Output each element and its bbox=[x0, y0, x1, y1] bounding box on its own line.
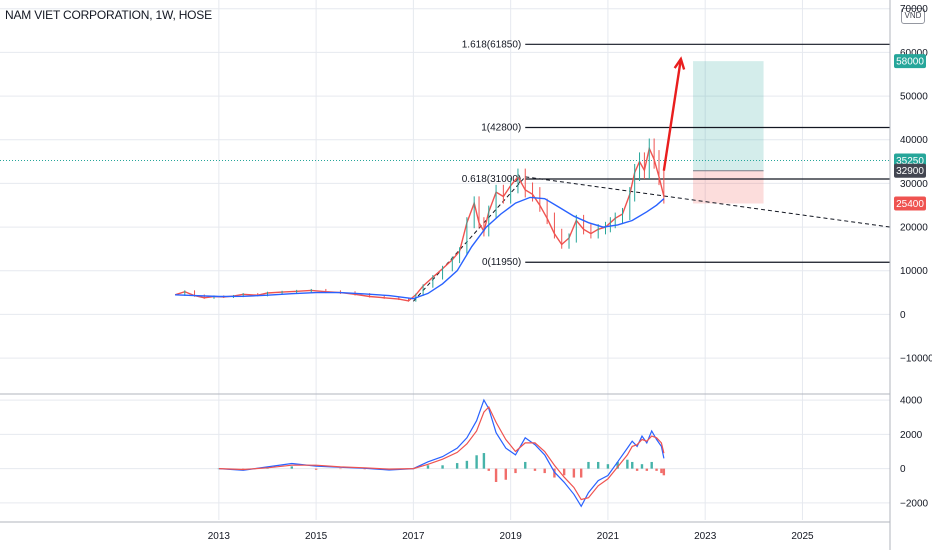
price-axis-label: 60000 bbox=[900, 48, 928, 59]
price-line bbox=[174, 146, 665, 302]
macd-histogram-bar bbox=[504, 468, 507, 480]
price-axis-label: 40000 bbox=[900, 135, 928, 146]
macd-panel bbox=[217, 398, 666, 508]
macd-histogram-bar bbox=[475, 455, 478, 469]
price-axis-label: 0 bbox=[900, 310, 906, 321]
axis-labels: −100000100002000030000400005000060000700… bbox=[208, 4, 932, 542]
macd-histogram-bar bbox=[533, 468, 537, 471]
price-tag-box bbox=[894, 196, 926, 211]
time-axis-label: 2023 bbox=[694, 531, 717, 542]
moving-average-line bbox=[175, 196, 665, 300]
target-zone bbox=[693, 61, 764, 171]
macd-histogram-bar bbox=[660, 468, 663, 474]
macd-line bbox=[218, 398, 665, 508]
macd-histogram-bar bbox=[217, 468, 221, 470]
price-axis-label: 10000 bbox=[900, 266, 928, 277]
macd-histogram-bar bbox=[524, 461, 527, 469]
time-axis-label: 2019 bbox=[500, 531, 523, 542]
macd-histogram-bar bbox=[662, 468, 666, 476]
macd-histogram-bar bbox=[290, 466, 294, 469]
price-tag-label: 25400 bbox=[896, 199, 924, 210]
macd-histogram-bar bbox=[631, 461, 634, 469]
trendline bbox=[413, 176, 526, 302]
macd-histogram-bar bbox=[587, 461, 590, 469]
currency-badge[interactable]: VND bbox=[901, 8, 925, 24]
fib-level-label: 1.618(61850) bbox=[462, 39, 522, 50]
stop-zone bbox=[693, 170, 764, 204]
macd-histogram-bar bbox=[514, 468, 517, 474]
macd-histogram-bar bbox=[650, 461, 653, 469]
macd-histogram-bar bbox=[487, 468, 490, 471]
macd-histogram-bar bbox=[579, 468, 583, 478]
price-axis-label: 70000 bbox=[900, 4, 928, 15]
macd-histogram-bar bbox=[626, 459, 629, 469]
chart-title: NAM VIET CORPORATION, 1W, HOSE bbox=[5, 8, 212, 22]
chart-grid bbox=[0, 0, 890, 520]
time-axis-label: 2025 bbox=[791, 531, 814, 542]
fib-level-label: 0(11950) bbox=[482, 257, 521, 268]
time-axis-label: 2017 bbox=[402, 531, 425, 542]
macd-histogram-bar bbox=[655, 468, 658, 471]
price-tag-label: 32900 bbox=[896, 166, 924, 177]
time-axis-label: 2021 bbox=[597, 531, 620, 542]
macd-histogram-bar bbox=[640, 464, 644, 469]
price-axis-label: −10000 bbox=[900, 354, 932, 365]
panel-frame bbox=[0, 0, 891, 550]
price-tag-box bbox=[894, 163, 926, 178]
price-axis-label: 20000 bbox=[900, 223, 928, 234]
macd-histogram-bar bbox=[645, 468, 649, 471]
trendlines[interactable] bbox=[413, 176, 891, 302]
macd-histogram-bar bbox=[606, 464, 610, 469]
macd-axis-label: 4000 bbox=[900, 396, 923, 407]
price-tag-label: 35250 bbox=[896, 156, 924, 167]
projection-arrow[interactable] bbox=[662, 56, 686, 171]
macd-histogram-bar bbox=[314, 468, 318, 470]
fib-level-label: 1(42800) bbox=[481, 123, 521, 134]
macd-histogram-bar bbox=[553, 468, 556, 478]
macd-histogram-bar bbox=[572, 468, 576, 478]
price-axis-label: 30000 bbox=[900, 179, 928, 190]
macd-axis-label: 2000 bbox=[900, 430, 923, 441]
macd-histogram-bar bbox=[441, 465, 444, 469]
fibonacci-levels[interactable]: 1.618(61850) 1(42800) 0.618(31000) 0(11950) bbox=[0, 39, 890, 268]
macd-histogram-bar bbox=[426, 465, 430, 469]
arrow-shaft bbox=[662, 58, 683, 171]
macd-histogram-bar bbox=[596, 461, 600, 469]
macd-histogram-bar bbox=[616, 461, 619, 469]
macd-histogram-bar bbox=[494, 468, 498, 482]
price-axis-label: 50000 bbox=[900, 92, 928, 103]
position-zones[interactable] bbox=[693, 61, 764, 204]
macd-histogram-bar bbox=[455, 463, 459, 469]
fib-level-label: 0.618(31000) bbox=[462, 174, 522, 185]
signal-line bbox=[218, 405, 665, 501]
time-axis-label: 2015 bbox=[305, 531, 328, 542]
macd-histogram-bar bbox=[543, 468, 546, 474]
macd-axis-label: 0 bbox=[900, 464, 906, 475]
price-tag-box bbox=[894, 54, 926, 69]
arrow-head bbox=[673, 56, 686, 70]
price-tag-label: 58000 bbox=[896, 57, 924, 68]
price-series bbox=[174, 138, 665, 302]
macd-histogram-bar bbox=[562, 468, 566, 476]
time-axis-label: 2013 bbox=[208, 531, 231, 542]
macd-histogram-bar bbox=[465, 460, 469, 469]
macd-histogram-bar bbox=[482, 453, 486, 469]
macd-axis-label: −2000 bbox=[900, 498, 929, 509]
macd-histogram-bar bbox=[635, 468, 639, 471]
trendline bbox=[525, 176, 891, 228]
macd-histogram-bar bbox=[363, 468, 366, 470]
